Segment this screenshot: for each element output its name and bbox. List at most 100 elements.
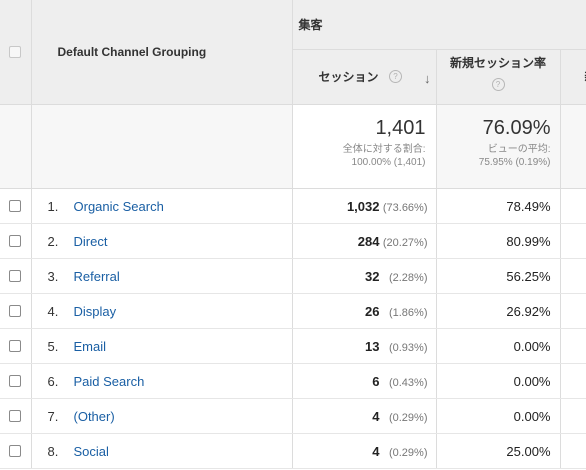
row-number: 8. [47, 443, 59, 459]
sessions-value: 6 [372, 373, 380, 389]
row-checkbox-cell [0, 398, 31, 434]
next-column-cell [559, 363, 586, 399]
next-column-header-partial[interactable]: 新 [559, 49, 586, 105]
new-session-rate-help-icon[interactable]: ? [491, 78, 505, 92]
totals-next-cell [559, 104, 586, 189]
header-row-metrics: セッション ? ↓ 新規セッション率 ? 新 [0, 49, 586, 105]
channel-link[interactable]: Referral [73, 268, 120, 284]
table-row: 5. Email 13 (0.93%) 0.00% [0, 328, 586, 364]
sessions-cell: 4 (0.29%) [291, 398, 436, 434]
row-checkbox[interactable] [9, 270, 22, 282]
totals-dimension-cell [30, 104, 292, 189]
new-session-rate-avg-label: ビューの平均: [487, 144, 551, 155]
next-column-cell [559, 433, 586, 469]
row-checkbox-cell [0, 258, 31, 294]
row-checkbox[interactable] [9, 445, 22, 457]
table-row: 7. (Other) 4 (0.29%) 0.00% [0, 398, 586, 434]
row-checkbox-cell [0, 433, 31, 469]
sessions-value: 13 [365, 338, 380, 354]
new-session-rate-cell: 0.00% [435, 363, 560, 399]
channel-cell: 1. Organic Search [30, 188, 292, 224]
sessions-share: (20.27%) [382, 236, 428, 249]
sessions-value: 32 [365, 268, 380, 284]
row-checkbox-cell [0, 293, 31, 329]
table-row: 8. Social 4 (0.29%) 25.00% [0, 433, 586, 469]
next-column-cell [559, 258, 586, 294]
new-session-rate-header-label: 新規セッション率 [449, 56, 546, 70]
channel-link[interactable]: Social [73, 443, 109, 459]
new-session-rate-column-header[interactable]: 新規セッション率 ? [435, 49, 560, 105]
sessions-cell: 13 (0.93%) [291, 328, 436, 364]
totals-empty-cell [0, 104, 31, 189]
new-session-rate-avg-value: 75.95% (0.19%) [478, 157, 551, 168]
channel-cell: 6. Paid Search [30, 363, 292, 399]
sessions-value: 26 [365, 303, 380, 319]
sessions-cell: 284 (20.27%) [291, 223, 436, 259]
channel-cell: 8. Social [30, 433, 292, 469]
channel-cell: 3. Referral [30, 258, 292, 294]
sessions-help-icon[interactable]: ? [388, 70, 402, 84]
sessions-share: (73.66%) [382, 201, 428, 214]
sessions-share: (1.86%) [388, 306, 428, 319]
row-checkbox-cell [0, 363, 31, 399]
header-row-top: Default Channel Grouping 集客 [0, 0, 586, 105]
new-session-rate-cell: 80.99% [435, 223, 560, 259]
sessions-total: 1,401 [375, 117, 426, 139]
row-number: 3. [47, 268, 59, 284]
sessions-cell: 1,032 (73.66%) [291, 188, 436, 224]
sessions-share: (0.93%) [388, 341, 428, 354]
channel-link[interactable]: Email [73, 338, 107, 354]
channel-cell: 4. Display [30, 293, 292, 329]
row-checkbox[interactable] [9, 410, 22, 422]
table-row: 4. Display 26 (1.86%) 26.92% [0, 293, 586, 329]
sessions-cell: 4 (0.29%) [291, 433, 436, 469]
sessions-total-cell: 1,401 全体に対する割合: 100.00% (1,401) [291, 104, 436, 189]
channel-link[interactable]: (Other) [73, 408, 115, 424]
channel-link[interactable]: Paid Search [73, 373, 145, 389]
row-number: 2. [47, 233, 59, 249]
channel-link[interactable]: Display [73, 303, 117, 319]
new-session-rate-cell: 56.25% [435, 258, 560, 294]
sessions-share: (0.29%) [388, 411, 428, 424]
sessions-cell: 32 (2.28%) [291, 258, 436, 294]
new-session-rate-cell: 0.00% [435, 328, 560, 364]
new-session-rate-cell: 78.49% [435, 188, 560, 224]
row-checkbox[interactable] [9, 340, 22, 352]
sessions-column-header[interactable]: セッション ? ↓ [291, 49, 436, 105]
sort-desc-arrow-icon[interactable]: ↓ [424, 71, 431, 86]
row-checkbox-cell [0, 328, 31, 364]
sessions-share: (2.28%) [388, 271, 428, 284]
channel-cell: 7. (Other) [30, 398, 292, 434]
channel-link[interactable]: Organic Search [73, 198, 164, 214]
sessions-value: 1,032 [346, 198, 380, 214]
channel-cell: 5. Email [30, 328, 292, 364]
channel-cell: 2. Direct [30, 223, 292, 259]
next-column-cell [559, 398, 586, 434]
dimension-header[interactable]: Default Channel Grouping [30, 0, 292, 105]
row-number: 1. [47, 198, 59, 214]
next-column-cell [559, 328, 586, 364]
table-row: 3. Referral 32 (2.28%) 56.25% [0, 258, 586, 294]
row-checkbox[interactable] [9, 305, 22, 317]
row-number: 6. [47, 373, 59, 389]
select-all-cell [0, 0, 31, 105]
row-checkbox-cell [0, 188, 31, 224]
sessions-header-label: セッション [318, 70, 379, 84]
acquisition-group-header: 集客 [291, 0, 586, 50]
next-column-cell [559, 188, 586, 224]
new-session-rate-cell: 26.92% [435, 293, 560, 329]
row-checkbox[interactable] [9, 200, 22, 212]
row-checkbox-cell [0, 223, 31, 259]
sessions-total-share-value: 100.00% (1,401) [351, 157, 426, 168]
row-checkbox[interactable] [9, 375, 22, 387]
new-session-rate-total: 76.09% [482, 117, 551, 139]
next-column-cell [559, 293, 586, 329]
channel-link[interactable]: Direct [73, 233, 108, 249]
row-checkbox[interactable] [9, 235, 22, 247]
sessions-cell: 26 (1.86%) [291, 293, 436, 329]
new-session-rate-cell: 25.00% [435, 433, 560, 469]
select-all-checkbox[interactable] [9, 46, 22, 58]
sessions-value: 4 [372, 443, 380, 459]
row-number: 5. [47, 338, 59, 354]
